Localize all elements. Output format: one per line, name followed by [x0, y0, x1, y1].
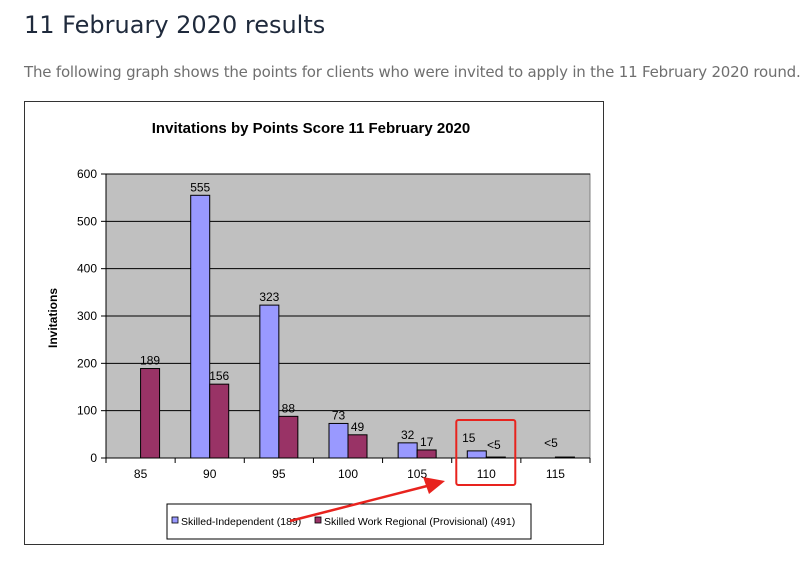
- bar: [328, 422, 349, 459]
- x-tick-label: 95: [272, 467, 286, 481]
- data-label: 88: [282, 401, 296, 415]
- bar: [140, 368, 161, 459]
- bar: [259, 304, 280, 459]
- bar: [209, 383, 230, 459]
- data-label: 323: [259, 290, 279, 304]
- bar: [466, 450, 487, 459]
- data-label: 189: [140, 354, 160, 368]
- legend-box: [166, 503, 532, 540]
- bar: [278, 415, 299, 459]
- legend-swatch: [171, 516, 179, 524]
- data-label: 17: [420, 435, 434, 449]
- legend-entry-label: Skilled-Independent (189): [181, 516, 301, 528]
- highlight-box: [455, 419, 517, 486]
- page-title: 11 February 2020 results: [24, 11, 326, 39]
- annotation: [289, 419, 517, 523]
- x-tick-label: 85: [134, 467, 148, 481]
- y-tick-label: 100: [77, 404, 97, 418]
- data-label: 32: [401, 428, 415, 442]
- bar-chart: Invitations by Points Score 11 February …: [46, 120, 591, 540]
- y-tick-label: 500: [77, 214, 97, 228]
- bar: [485, 456, 506, 459]
- y-tick-label: 600: [77, 167, 97, 181]
- data-label: <5: [544, 436, 558, 450]
- data-label: 49: [351, 420, 365, 434]
- data-label: 555: [190, 180, 210, 194]
- legend-swatch: [314, 516, 322, 524]
- data-label: 73: [332, 408, 346, 422]
- bar: [416, 449, 437, 459]
- bar: [190, 194, 211, 459]
- page-intro-text: The following graph shows the points for…: [24, 63, 801, 81]
- y-tick-label: 400: [77, 262, 97, 276]
- x-tick-label: 110: [477, 467, 496, 481]
- chart-frame: Invitations by Points Score 11 February …: [24, 101, 604, 545]
- legend: Skilled-Independent (189) Skilled Work Re…: [166, 503, 532, 540]
- y-tick-label: 0: [90, 451, 97, 465]
- legend-entry-label: Skilled Work Regional (Provisional) (491…: [324, 516, 515, 528]
- data-label: 15: [462, 431, 476, 445]
- data-label: 156: [209, 369, 229, 383]
- annotation-arrow-head: [423, 477, 445, 494]
- bar: [397, 442, 418, 459]
- annotation-arrow-shaft: [289, 484, 428, 523]
- x-tick-label: 105: [407, 467, 427, 481]
- y-axis-label: Invitations: [46, 288, 60, 348]
- y-tick-label: 200: [77, 356, 97, 370]
- x-tick-label: 90: [203, 467, 217, 481]
- bar: [554, 456, 575, 459]
- y-tick-label: 300: [77, 309, 97, 323]
- bar: [347, 434, 368, 459]
- data-label: <5: [487, 438, 501, 452]
- x-tick-label: 100: [338, 467, 358, 481]
- x-tick-label: 115: [546, 467, 565, 481]
- plot-area: 0 100 200 300 400 500 600 85 90 95 100 105 110 115 189…: [77, 167, 591, 481]
- chart-title: Invitations by Points Score 11 February …: [152, 120, 470, 137]
